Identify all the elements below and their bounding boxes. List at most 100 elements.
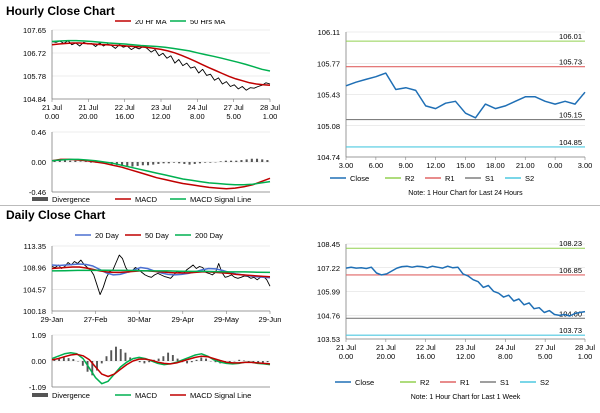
daily-price-legend-label-200-day: 200 Day	[195, 231, 223, 240]
daily-macd-divergence-bar	[110, 350, 113, 361]
hourly-macd-series-macd-signal-line	[51, 158, 271, 186]
hourly-price-xtick-label: 21 Jul	[42, 103, 62, 112]
hourly-macd-ytick-label: -0.46	[29, 188, 46, 197]
daily-macd-divergence-bar	[214, 361, 217, 363]
daily-macd-divergence-bar	[72, 359, 75, 361]
hourly-macd-legend-label-macd: MACD	[135, 195, 158, 204]
daily-week-level-label-r1: 106.85	[559, 266, 582, 275]
daily-macd-divergence-bar	[124, 352, 127, 361]
daily-week-xtick-label: 22 Jul	[416, 343, 436, 352]
daily-macd-divergence-bar	[91, 361, 94, 376]
daily-section-title: Daily Close Chart	[6, 208, 106, 222]
daily-macd-divergence-bar	[67, 358, 70, 361]
hourly-macd-divergence-bar	[53, 160, 56, 162]
hourly-macd-divergence-bar	[224, 160, 227, 162]
hourly-macd-divergence-bar	[162, 162, 165, 164]
hourly-price-ytick-label: 107.65	[23, 26, 46, 35]
daily-macd-divergence-bar	[186, 361, 189, 364]
hourly-price-ytick-label: 106.72	[23, 49, 46, 58]
hourly-price-xtick-label: 21 Jul	[78, 103, 98, 112]
daily-week-xtick-label: 20.00	[376, 352, 395, 361]
hourly-macd-divergence-bar	[245, 159, 248, 162]
hourly-macd-divergence-bar	[131, 162, 134, 167]
daily-macd-divergence-bar	[238, 359, 241, 361]
daily-macd-divergence-bar	[129, 357, 132, 361]
hourly-macd-divergence-bar	[240, 160, 243, 162]
hourly-macd-divergence-bar	[193, 162, 196, 164]
daily-price-xtick-label: 29-Jun	[259, 315, 282, 324]
hourly-macd-ytick-label: 0.00	[31, 158, 46, 167]
hourly-24h-xtick-label: 0.00	[548, 161, 563, 170]
daily-macd-legend-label-macd: MACD	[135, 391, 158, 400]
hourly-macd-ytick-label: 0.46	[31, 128, 46, 137]
daily-macd-divergence-bar	[148, 361, 151, 363]
daily-price-series-200-day	[51, 269, 271, 274]
hourly-macd-divergence-bar	[84, 161, 87, 162]
hourly-macd-divergence-bar	[136, 162, 139, 166]
hourly-24h-ytick-label: 106.11	[318, 28, 340, 37]
hourly-24h-xtick-label: 18.00	[486, 161, 505, 170]
daily-week-legend-label-s1: S1	[500, 378, 509, 387]
hourly-macd-divergence-bar	[261, 159, 264, 162]
hourly-macd-legend-label-macd-signal-line: MACD Signal Line	[190, 195, 251, 204]
daily-price-ytick-label: 100.18	[23, 307, 46, 316]
daily-macd-divergence-bar	[162, 356, 165, 361]
hourly-24h-ytick-label: 105.77	[317, 59, 340, 68]
hourly-macd-divergence-bar	[219, 161, 222, 162]
daily-week-xtick-label: 8.00	[498, 352, 513, 361]
hourly-price-legend-label-20-hr-ma: 20 Hr MA	[135, 20, 167, 26]
hourly-24h-xtick-label: 6.00	[369, 161, 384, 170]
daily-macd-divergence-bar	[266, 361, 269, 363]
daily-macd-divergence-bar	[138, 361, 141, 363]
hourly-price-xtick-label: 24 Jul	[187, 103, 207, 112]
hourly-macd-divergence-bar	[230, 160, 233, 162]
hourly-price-xtick-label: 16.00	[115, 112, 134, 121]
daily-price-xtick-label: 29-Jan	[41, 315, 64, 324]
daily-macd-ytick-label: 1.09	[31, 331, 46, 340]
daily-macd-divergence-bar	[96, 361, 98, 371]
daily-price-xtick-label: 29-May	[214, 315, 239, 324]
hourly-macd-divergence-bar	[152, 162, 155, 165]
daily-macd-divergence-bar	[100, 361, 103, 364]
daily-week-chart: 108.45 107.22 105.99 104.76 103.53 108.23 106.…	[317, 239, 595, 401]
hourly-macd-divergence-bar	[69, 160, 72, 162]
daily-price-series-50-day	[51, 266, 271, 278]
hourly-24h-level-label-s1: 105.15	[559, 111, 582, 120]
daily-macd-divergence-bar	[157, 358, 160, 361]
daily-macd-chart: 1.09 0.00 -1.09 Divergence MACD MACD Signal L…	[29, 331, 271, 400]
hourly-24h-legend-label-r1: R1	[445, 174, 455, 183]
daily-week-legend-label-r1: R1	[460, 378, 470, 387]
hourly-price-xtick-label: 12.00	[152, 112, 171, 121]
hourly-24h-level-label-s2: 104.85	[559, 138, 582, 147]
daily-week-xtick-label: 28 Jul	[575, 343, 595, 352]
hourly-price-xtick-label: 27 Jul	[224, 103, 244, 112]
hourly-price-series-50-hrs-ma	[51, 39, 271, 72]
daily-week-xtick-label: 1.00	[578, 352, 593, 361]
hourly-24h-ytick-label: 104.74	[317, 153, 340, 162]
hourly-macd-divergence-bar	[89, 162, 92, 163]
daily-macd-legend-swatch-divergence	[32, 393, 48, 397]
daily-week-xtick-label: 5.00	[538, 352, 553, 361]
hourly-price-series-close	[51, 40, 271, 91]
hourly-macd-divergence-bar	[79, 161, 82, 162]
daily-week-xtick-label: 27 Jul	[535, 343, 555, 352]
daily-macd-divergence-bar	[58, 358, 61, 361]
daily-price-xtick-label: 29-Apr	[172, 315, 195, 324]
daily-week-ytick-label: 108.45	[317, 240, 340, 249]
daily-price-xtick-label: 27-Feb	[84, 315, 108, 324]
hourly-24h-level-label-r1: 105.73	[559, 58, 582, 67]
daily-week-xtick-label: 16.00	[416, 352, 435, 361]
hourly-macd-divergence-bar	[146, 162, 150, 166]
daily-week-level-label-r2: 108.23	[559, 239, 582, 248]
hourly-24h-xtick-label: 3.00	[578, 161, 593, 170]
daily-macd-divergence-bar	[190, 361, 193, 363]
daily-macd-divergence-bar	[195, 359, 198, 361]
daily-week-xtick-label: 12.00	[456, 352, 475, 361]
daily-price-legend-label-20-day: 20 Day	[95, 231, 119, 240]
daily-macd-divergence-bar	[261, 361, 264, 364]
daily-macd-divergence-bar	[53, 359, 56, 361]
hourly-24h-xtick-label: 9.00	[398, 161, 413, 170]
daily-week-series-close	[345, 265, 586, 317]
hourly-price-xtick-label: 28 Jul	[260, 103, 280, 112]
